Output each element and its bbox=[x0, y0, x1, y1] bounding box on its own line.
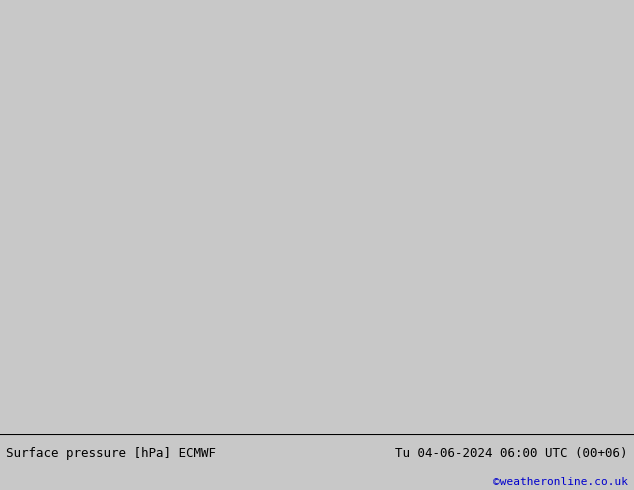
Text: ©weatheronline.co.uk: ©weatheronline.co.uk bbox=[493, 477, 628, 487]
Text: Tu 04-06-2024 06:00 UTC (00+06): Tu 04-06-2024 06:00 UTC (00+06) bbox=[395, 447, 628, 460]
Text: Surface pressure [hPa] ECMWF: Surface pressure [hPa] ECMWF bbox=[6, 447, 216, 460]
